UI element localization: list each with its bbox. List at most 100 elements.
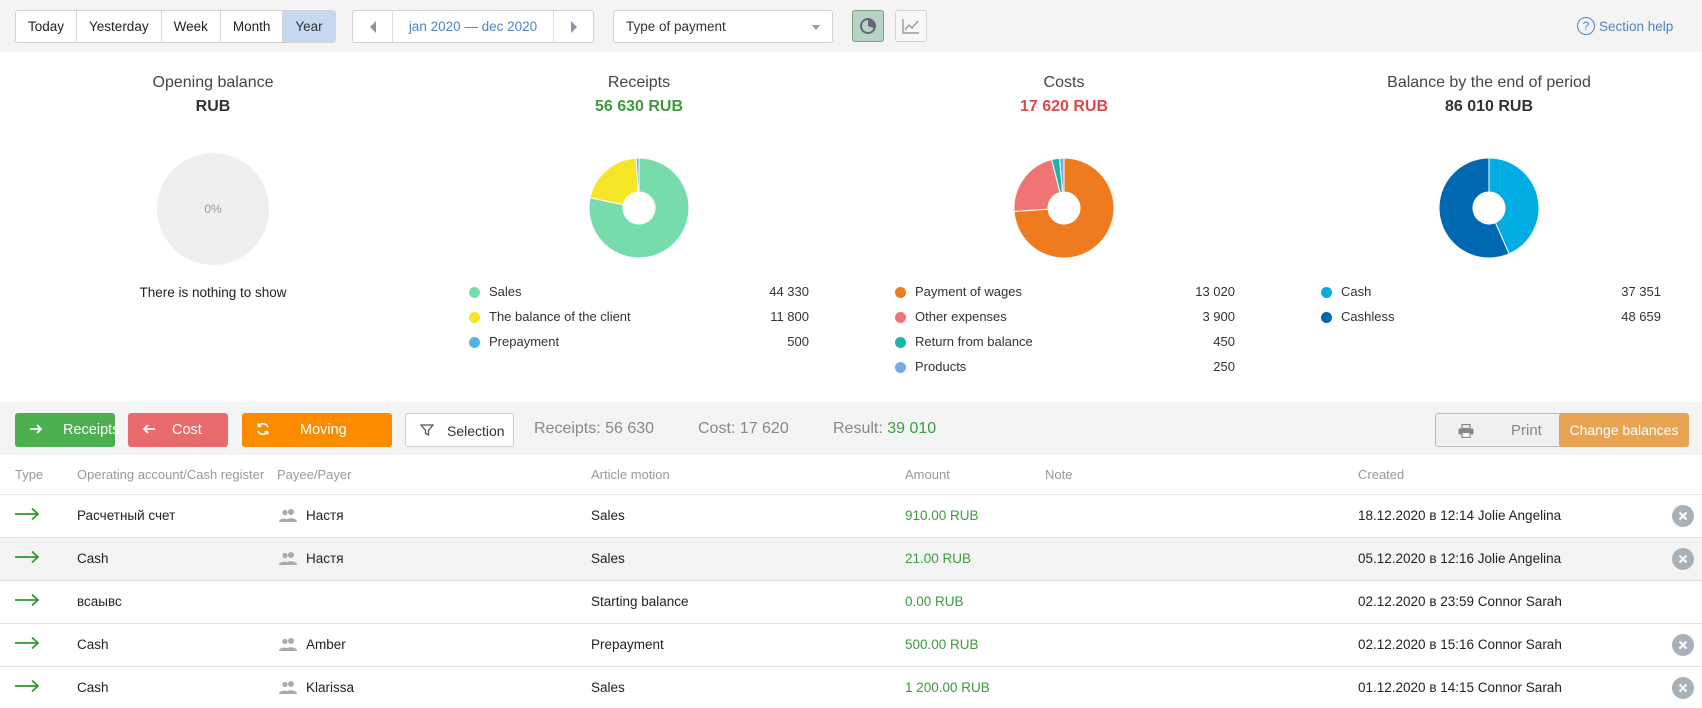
result-stat: Result: 39 010 [833,420,936,438]
payment-type-value: Type of payment [626,19,726,34]
balance-amount: 86 010 RUB [1444,98,1534,115]
legend-value: 500 [787,334,809,349]
arrow-right-icon [30,424,43,434]
empty-chart-label: 0% [204,202,222,216]
period-year-button[interactable]: Year [283,11,335,42]
legend-dot [895,362,906,373]
filter-icon [420,424,434,437]
receipt-arrow-icon [15,679,40,693]
column-header-note[interactable]: Note [1045,467,1073,482]
users-icon [279,681,297,694]
legend-label: The balance of the client [489,309,631,324]
column-header-payee[interactable]: Payee/Payer [277,467,352,482]
pie-slice-products[interactable] [1059,157,1065,193]
selection-filter-button[interactable]: Selection [405,413,514,447]
delete-row-button[interactable] [1672,634,1694,656]
balance-legend: Cash 37 351 Cashless 48 659 [1321,284,1661,334]
opening-balance-amount: RUB [195,98,231,115]
balance-title: Balance by the end of period [1387,74,1591,91]
row-payee[interactable]: Klarissa [306,680,355,695]
legend-item: Payment of wages 13 020 [895,284,1235,309]
add-receipt-label: Receipts [63,422,120,438]
pie-slice-payment-of-wages[interactable] [1013,157,1115,259]
delete-row-button[interactable] [1672,548,1694,570]
receipt-arrow-icon [15,507,40,521]
line-view-button[interactable] [895,10,927,42]
period-month-button[interactable]: Month [221,11,284,42]
empty-state-text: There is nothing to show [139,285,287,300]
legend-item: Cash 37 351 [1321,284,1661,309]
section-help-link[interactable]: ? Section help [1577,17,1673,35]
row-payee[interactable]: Amber [306,637,346,652]
row-payee[interactable]: Настя [306,508,344,523]
legend-dot [895,312,906,323]
table-row[interactable]: Cash Amber Prepayment 500.00 RUB 02.12.2… [0,624,1702,667]
legend-item: Sales 44 330 [469,284,809,309]
receipt-arrow-icon [15,593,40,607]
row-created: 02.12.2020 в 15:16 Connor Sarah [1358,637,1562,652]
row-account: всаывс [77,594,122,609]
close-icon [1678,683,1688,693]
legend-label: Cashless [1341,309,1395,324]
receipts-total-stat: Receipts: 56 630 [534,420,655,437]
table-row[interactable]: Cash Настя Sales 21.00 RUB 05.12.2020 в … [0,538,1702,581]
period-today-button[interactable]: Today [16,11,78,42]
row-created: 01.12.2020 в 14:15 Connor Sarah [1358,680,1562,695]
balance-donut-chart [1438,157,1540,259]
row-account: Cash [77,680,109,695]
legend-label: Other expenses [915,309,1007,324]
delete-row-button[interactable] [1672,677,1694,699]
row-payee[interactable]: Настя [306,551,344,566]
column-header-created[interactable]: Created [1358,467,1405,482]
next-period-button[interactable] [553,11,593,42]
costs-donut-chart [1013,157,1115,259]
add-receipt-button[interactable]: Receipts [15,413,119,447]
previous-period-button[interactable] [353,11,393,42]
period-switcher: Today Yesterday Week Month Year [15,10,336,43]
period-yesterday-button[interactable]: Yesterday [77,11,162,42]
opening-balance-panel: Opening balance RUB 0% There is nothing … [3,74,423,300]
chevron-down-icon [812,25,820,30]
row-amount: 0.00 RUB [905,594,964,609]
row-amount: 21.00 RUB [905,551,972,566]
row-account: Cash [77,637,109,652]
payment-type-select[interactable]: Type of payment [613,10,833,43]
table-row[interactable]: Расчетный счет Настя Sales 910.00 RUB 18… [0,495,1702,538]
add-moving-button[interactable]: Moving [242,413,392,447]
row-created: 05.12.2020 в 12:16 Jolie Angelina [1358,551,1562,566]
column-header-type[interactable]: Type [15,467,44,482]
pie-slice-the-balance-of-the-client[interactable] [589,157,639,206]
date-range-label[interactable]: jan 2020 — dec 2020 [408,19,538,34]
legend-value: 37 351 [1621,284,1661,299]
legend-value: 44 330 [769,284,809,299]
add-moving-label: Moving [300,422,347,438]
column-header-amount[interactable]: Amount [905,467,950,482]
legend-dot [895,287,906,298]
legend-item: Products 250 [895,359,1235,384]
pie-slice-other-expenses[interactable] [1013,158,1061,213]
change-balances-button[interactable]: Change balances [1559,413,1689,447]
table-row[interactable]: всаывс Starting balance 0.00 RUB 02.12.2… [0,581,1702,624]
legend-label: Cash [1341,284,1372,299]
row-article: Sales [591,551,625,566]
pie-view-button[interactable] [852,10,884,42]
table-row[interactable]: Cash Klarissa Sales 1 200.00 RUB 01.12.2… [0,667,1702,708]
row-article: Sales [591,508,625,523]
column-header-article[interactable]: Article motion [591,467,670,482]
transactions-table-header: Type Operating account/Cash register Pay… [0,455,1702,495]
top-toolbar: Today Yesterday Week Month Year jan 2020… [0,0,1702,52]
pie-slice-cash[interactable] [1488,157,1540,255]
pie-slice-prepayment[interactable] [635,157,640,193]
legend-dot [1321,312,1332,323]
column-header-account[interactable]: Operating account/Cash register [77,467,265,482]
delete-row-button[interactable] [1672,505,1694,527]
period-week-button[interactable]: Week [162,11,221,42]
row-amount: 500.00 RUB [905,637,979,652]
receipts-amount: 56 630 RUB [594,98,684,115]
add-cost-button[interactable]: Cost [128,413,228,447]
legend-item: Other expenses 3 900 [895,309,1235,334]
pie-slice-sales[interactable] [588,157,690,259]
legend-item: Return from balance 450 [895,334,1235,359]
pie-slice-cashless[interactable] [1438,157,1510,259]
legend-dot [469,337,480,348]
